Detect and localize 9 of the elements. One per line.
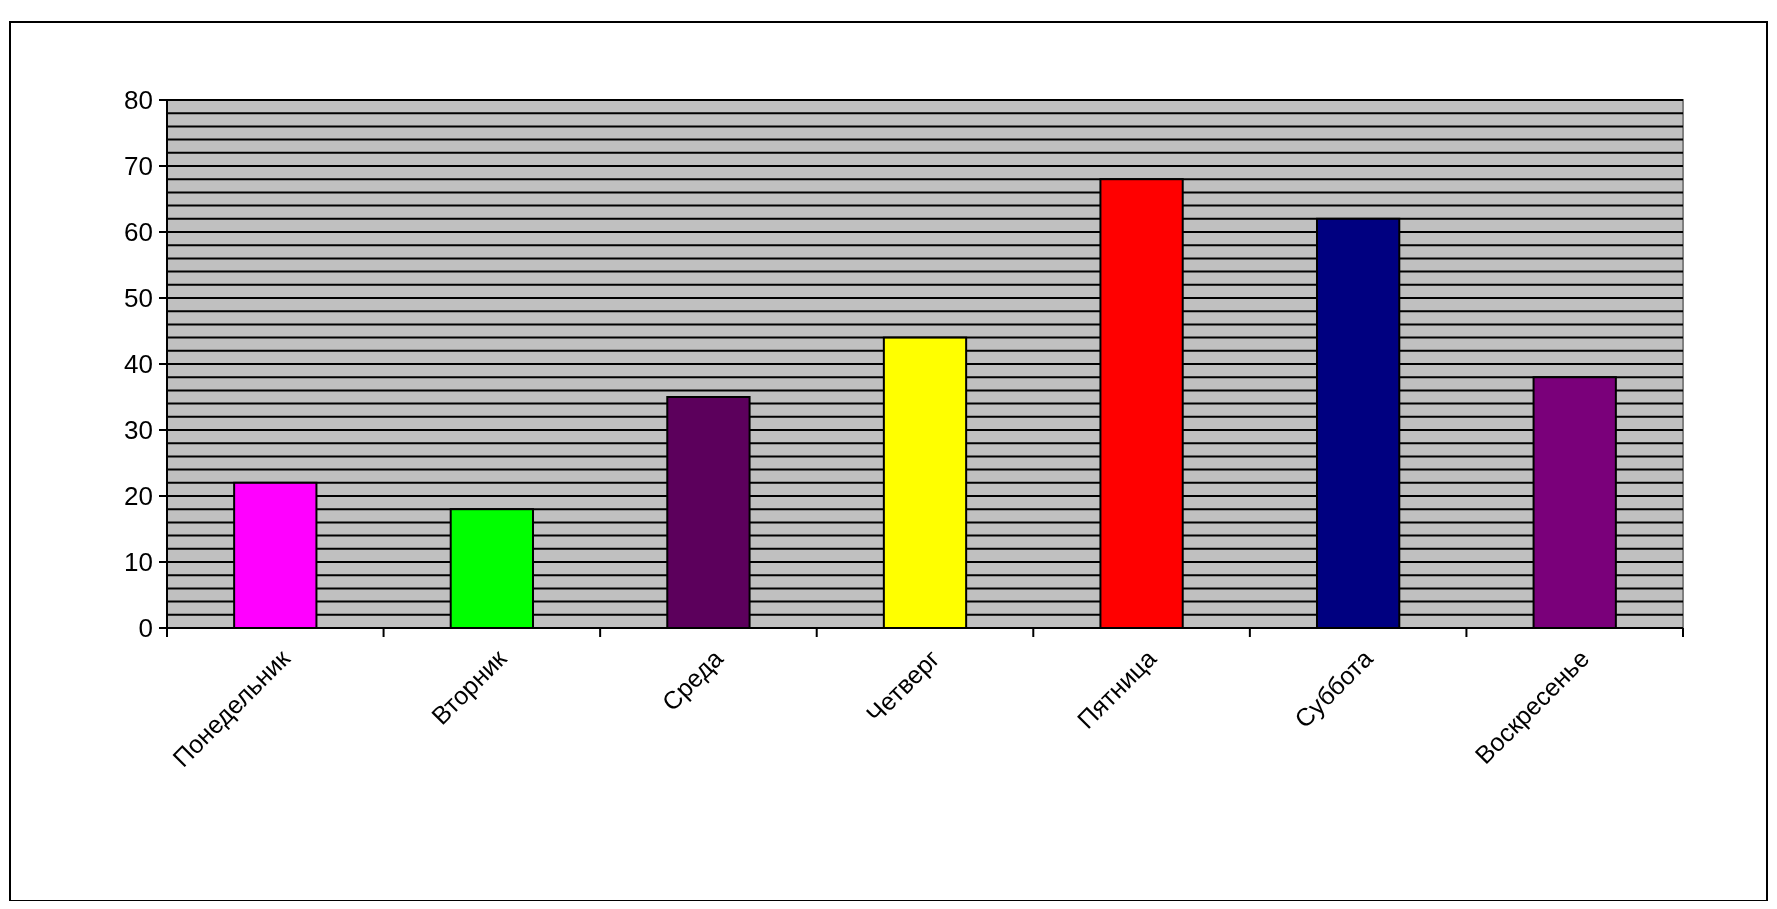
y-tick-label: 10 [124, 547, 153, 578]
y-tick-label: 60 [124, 217, 153, 248]
y-tick-label: 80 [124, 85, 153, 116]
y-tick-label: 0 [138, 613, 153, 644]
y-tick-label: 40 [124, 349, 153, 380]
y-tick-label: 70 [124, 151, 153, 182]
y-tick-label: 50 [124, 283, 153, 314]
y-tick-label: 30 [124, 415, 153, 446]
y-tick-label: 20 [124, 481, 153, 512]
